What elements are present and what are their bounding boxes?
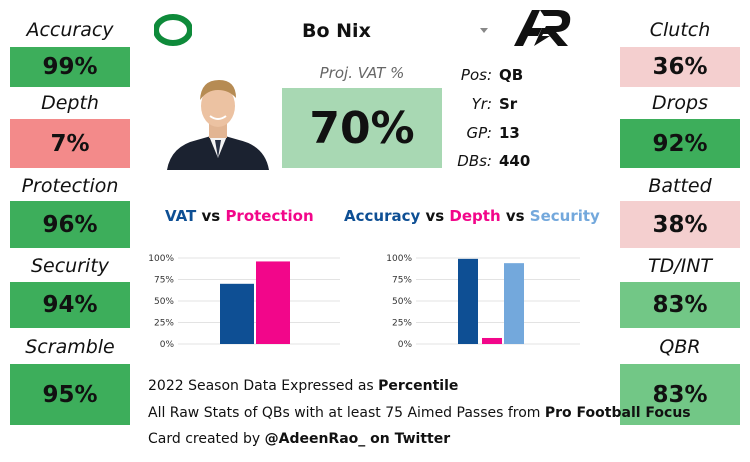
- bar-security: [504, 263, 524, 344]
- chart-title-right-vs2: vs: [500, 207, 530, 225]
- stat-value-td-int: 83%: [620, 282, 740, 328]
- info-key-yr: Yr:: [471, 95, 492, 113]
- bar-depth: [482, 337, 502, 344]
- y-tick-label: 75%: [392, 276, 412, 286]
- stat-label-qbr: QBR: [659, 336, 701, 358]
- stat-label-protection: Protection: [21, 175, 119, 197]
- info-key-pos: Pos:: [460, 66, 492, 84]
- footer-line-2-bold: Pro Football Focus: [544, 405, 691, 421]
- stat-value-batted: 38%: [620, 201, 740, 248]
- stat-value-accuracy: 99%: [10, 47, 130, 87]
- stat-label-clutch: Clutch: [649, 19, 711, 41]
- footer-line-3: Card created by @AdeenRao_ on Twitter: [148, 431, 450, 447]
- stat-label-depth: Depth: [41, 92, 99, 114]
- info-value-yr: Sr: [499, 95, 518, 113]
- stat-value-protection: 96%: [10, 201, 130, 248]
- bar-protection: [256, 261, 290, 344]
- chart-vat-vs-protection: 0% 25% 50% 75% 100%: [148, 254, 340, 350]
- bar-accuracy: [458, 258, 478, 344]
- footer-line-2: All Raw Stats of QBs with at least 75 Ai…: [148, 405, 691, 421]
- y-tick-label: 0%: [160, 340, 175, 350]
- chart-title-right-vs1: vs: [420, 207, 450, 225]
- chart-title-left-vs: vs: [196, 207, 226, 225]
- stat-label-td-int: TD/INT: [647, 255, 713, 277]
- info-value-gp: 13: [499, 124, 520, 142]
- chart-title-left-vat: VAT: [165, 207, 197, 225]
- player-name: Bo Nix: [302, 20, 371, 42]
- chart-title-left-protection: Protection: [225, 207, 314, 225]
- vat-value: 70%: [282, 88, 442, 168]
- caret-down-icon[interactable]: [480, 28, 488, 33]
- vat-label: Proj. VAT %: [319, 64, 405, 82]
- oregon-o-logo: [153, 14, 193, 46]
- y-tick-label: 25%: [392, 319, 412, 329]
- chart-title-right-accuracy: Accuracy: [344, 207, 421, 225]
- footer-line-1-text: 2022 Season Data Expressed as: [148, 378, 379, 394]
- y-tick-label: 100%: [148, 254, 174, 264]
- footer-line-3-text: Card created by: [148, 431, 265, 447]
- stat-value-scramble: 95%: [10, 364, 130, 425]
- chart-title-left: VAT vs Protection: [165, 207, 314, 225]
- chart-title-right: Accuracy vs Depth vs Security: [344, 207, 600, 225]
- stat-value-clutch: 36%: [620, 47, 740, 87]
- chart-title-right-depth: Depth: [449, 207, 501, 225]
- y-tick-label: 100%: [386, 254, 412, 264]
- stat-label-scramble: Scramble: [25, 336, 115, 358]
- info-value-dbs: 440: [499, 152, 531, 170]
- stat-label-drops: Drops: [651, 92, 709, 114]
- y-tick-label: 75%: [154, 276, 174, 286]
- bar-vat: [220, 283, 254, 344]
- footer-line-2-text: All Raw Stats of QBs with at least 75 Ai…: [148, 405, 545, 421]
- footer-line-1-bold: Percentile: [378, 378, 459, 394]
- chart-title-right-security: Security: [529, 207, 600, 225]
- player-photo: [163, 72, 273, 170]
- y-tick-label: 25%: [154, 319, 174, 329]
- stat-value-security: 94%: [10, 282, 130, 328]
- stat-value-depth: 7%: [10, 119, 130, 168]
- stat-label-security: Security: [30, 255, 110, 277]
- footer-line-3-bold: @AdeenRao_ on Twitter: [264, 431, 451, 447]
- footer-line-1: 2022 Season Data Expressed as Percentile: [148, 378, 458, 394]
- y-tick-label: 50%: [154, 297, 174, 307]
- y-tick-label: 0%: [398, 340, 413, 350]
- stat-label-accuracy: Accuracy: [26, 19, 114, 41]
- stat-value-drops: 92%: [620, 119, 740, 168]
- info-key-gp: GP:: [466, 124, 492, 142]
- info-key-dbs: DBs:: [457, 152, 492, 170]
- stat-value-qbr: 83%: [620, 364, 740, 425]
- ar-logo: [512, 6, 574, 48]
- stat-label-batted: Batted: [648, 175, 712, 197]
- info-value-pos: QB: [499, 66, 524, 84]
- chart-accuracy-depth-security: 0% 25% 50% 75% 100%: [386, 254, 580, 350]
- y-tick-label: 50%: [392, 297, 412, 307]
